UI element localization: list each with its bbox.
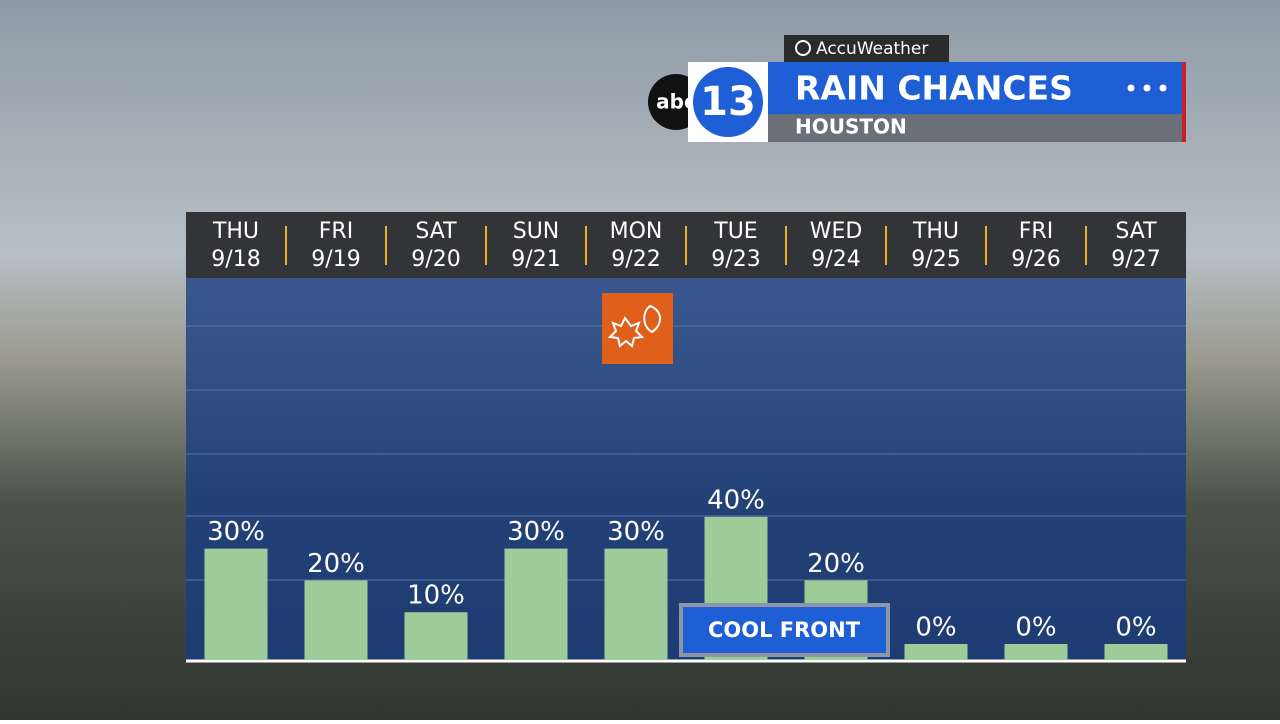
value-label: 40% — [707, 485, 765, 515]
bar — [1104, 644, 1168, 660]
bar — [604, 548, 668, 660]
leaf-icon — [607, 304, 661, 348]
x-tick-label: 9/21 — [511, 247, 560, 272]
chart-subtitle: HOUSTON — [795, 115, 907, 139]
weekday-label: SAT — [1115, 219, 1157, 244]
value-label: 20% — [807, 549, 865, 579]
grid — [186, 325, 1186, 581]
accent — [1182, 62, 1186, 142]
x-tick-label: 9/27 — [1111, 247, 1160, 272]
weekday-label: WED — [810, 219, 863, 244]
weekday-label: MON — [610, 219, 663, 244]
weekday-label: THU — [212, 219, 259, 244]
annotation: COOL FRONT — [708, 618, 861, 642]
partner-box — [784, 35, 949, 62]
x-tick-label: 9/26 — [1011, 247, 1060, 272]
x-tick-label: 9/23 — [711, 247, 760, 272]
x-tick-label: 9/20 — [411, 247, 460, 272]
value-label: 30% — [607, 517, 665, 547]
menu-dot — [1159, 84, 1167, 92]
annotation-box — [679, 603, 890, 657]
bar — [404, 612, 468, 660]
partner-name: AccuWeather — [816, 39, 928, 59]
x-tick-label: 9/24 — [811, 247, 860, 272]
bar — [204, 548, 268, 660]
x-tick-label: 9/25 — [911, 247, 960, 272]
bar — [304, 580, 368, 660]
value-label: 0% — [915, 613, 956, 643]
value-label: 20% — [307, 549, 365, 579]
logo-number: 13 — [700, 79, 756, 125]
value-label: 0% — [1115, 613, 1156, 643]
chart-title: RAIN CHANCES — [795, 69, 1073, 108]
bar — [504, 548, 568, 660]
bar — [904, 644, 968, 660]
menu-dot — [1127, 84, 1135, 92]
x-tick-label: 9/18 — [211, 247, 260, 272]
value-label: 10% — [407, 581, 465, 611]
weekday-label: SUN — [513, 219, 560, 244]
weekday-label: TUE — [713, 219, 757, 244]
subtitle-box — [768, 114, 1186, 142]
weekday-label: THU — [912, 219, 959, 244]
value-label: 0% — [1015, 613, 1056, 643]
weekday-label: FRI — [1019, 219, 1053, 244]
bar — [1004, 644, 1068, 660]
x-tick-label: 9/22 — [611, 247, 660, 272]
value-label: 30% — [207, 517, 265, 547]
x-tick-label: 9/19 — [311, 247, 360, 272]
weekday-label: FRI — [319, 219, 353, 244]
menu-dot — [1143, 84, 1151, 92]
sun-icon — [795, 40, 811, 56]
weekday-label: SAT — [415, 219, 457, 244]
value-label: 30% — [507, 517, 565, 547]
logo-circle — [693, 67, 763, 137]
